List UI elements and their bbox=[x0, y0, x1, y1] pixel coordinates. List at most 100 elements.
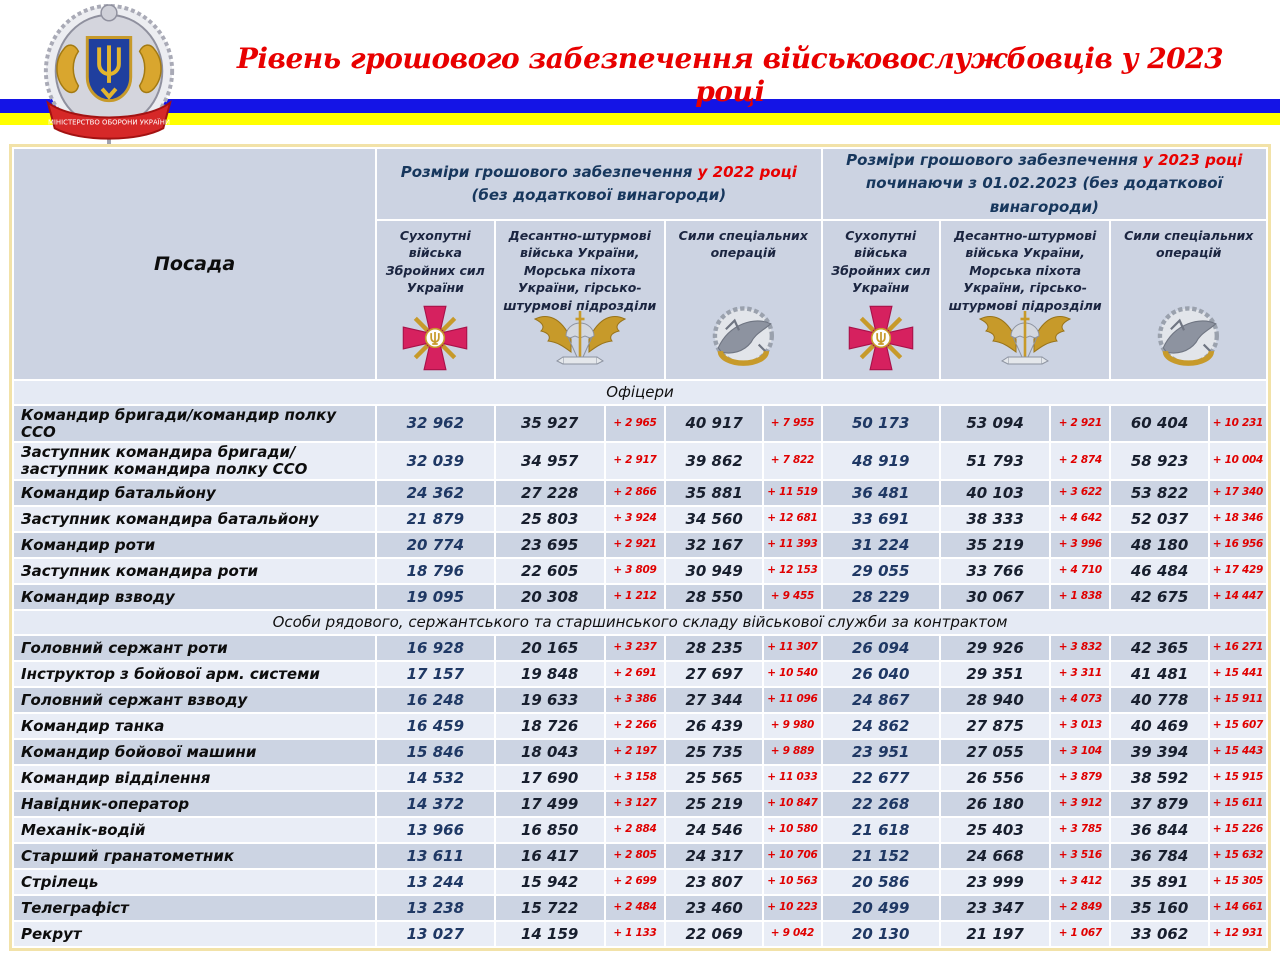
value-2023-ground: 21 618 bbox=[822, 817, 939, 842]
table-row: Командир відділення 14 532 17 690 + 3 158 25… bbox=[14, 765, 1266, 790]
value-2023-ground: 28 229 bbox=[822, 584, 939, 609]
group-header-2022: Розміри грошового забезпечення у 2022 ро… bbox=[377, 149, 821, 219]
position-cell: Командир батальйону bbox=[14, 480, 376, 505]
delta-2022-airassault: + 2 699 bbox=[605, 869, 665, 894]
branch-label: Десантно-штурмові війська України, Морсь… bbox=[503, 227, 657, 313]
group-2023-note: починаючи з 01.02.2023 (без додаткової в… bbox=[865, 174, 1223, 216]
position-cell: Заступник командира батальйону bbox=[14, 506, 376, 531]
value-2022-ground: 16 459 bbox=[377, 713, 494, 738]
group-header-row: Посада Розміри грошового забезпечення у … bbox=[14, 149, 1266, 379]
value-2022-ground: 32 962 bbox=[377, 405, 494, 442]
table-row: Телеграфіст 13 238 15 722 + 2 484 23 460 + 10… bbox=[14, 895, 1266, 920]
value-2023-airassault: 51 793 bbox=[940, 443, 1050, 479]
value-2023-sso: 53 822 bbox=[1111, 480, 1208, 505]
value-2022-ground: 13 611 bbox=[377, 843, 494, 868]
delta-2023-sso: + 15 632 bbox=[1209, 843, 1266, 868]
page-title: Рівень грошового забезпечення військовос… bbox=[236, 42, 1224, 108]
table-row: Механік-водій 13 966 16 850 + 2 884 24 546 + … bbox=[14, 817, 1266, 842]
value-2022-airassault: 20 165 bbox=[495, 635, 604, 660]
position-column-header: Посада bbox=[14, 149, 376, 379]
delta-2023-sso: + 12 931 bbox=[1209, 921, 1266, 946]
branch-header-row: Сухопутні війська Збройних сил України Д… bbox=[14, 220, 1266, 379]
section-header-row: Особи рядового, сержантського та старшин… bbox=[14, 610, 1266, 634]
value-2023-sso: 35 160 bbox=[1111, 895, 1208, 920]
delta-2023-sso: + 15 305 bbox=[1209, 869, 1266, 894]
value-2023-airassault: 40 103 bbox=[940, 480, 1050, 505]
delta-2023-airassault: + 3 785 bbox=[1051, 817, 1110, 842]
delta-2022-sso: + 9 455 bbox=[764, 584, 821, 609]
value-2023-sso: 42 675 bbox=[1111, 584, 1208, 609]
value-2023-sso: 36 784 bbox=[1111, 843, 1208, 868]
table-row: Старший гранатометник 13 611 16 417 + 2 805… bbox=[14, 843, 1266, 868]
delta-2023-airassault: + 3 879 bbox=[1051, 765, 1110, 790]
value-2022-sso: 28 550 bbox=[666, 584, 763, 609]
value-2022-ground: 14 532 bbox=[377, 765, 494, 790]
value-2023-airassault: 25 403 bbox=[940, 817, 1050, 842]
branch-header-airassault-2022: Десантно-штурмові війська України, Морсь… bbox=[495, 220, 665, 379]
value-2023-sso: 36 844 bbox=[1111, 817, 1208, 842]
delta-2023-sso: + 18 346 bbox=[1209, 506, 1266, 531]
table-row: Заступник командира бригади/ заступник к… bbox=[14, 443, 1266, 479]
delta-2023-airassault: + 1 838 bbox=[1051, 584, 1110, 609]
value-2022-sso: 25 565 bbox=[666, 765, 763, 790]
value-2023-airassault: 38 333 bbox=[940, 506, 1050, 531]
delta-2023-sso: + 17 340 bbox=[1209, 480, 1266, 505]
table-row: Командир бойової машини 15 846 18 043 + 2 1… bbox=[14, 739, 1266, 764]
value-2022-airassault: 34 957 bbox=[495, 443, 604, 479]
delta-2022-sso: + 10 706 bbox=[764, 843, 821, 868]
value-2023-sso: 35 891 bbox=[1111, 869, 1208, 894]
position-cell: Інструктор з бойової арм. системи bbox=[14, 661, 376, 686]
ministry-of-defence-emblem: МІНІСТЕРСТВО ОБОРОНИ УКРАЇНИ bbox=[30, 2, 188, 150]
section-title: Офіцери bbox=[14, 380, 1266, 404]
special-operations-badge-icon bbox=[666, 301, 821, 373]
position-cell: Старший гранатометник bbox=[14, 843, 376, 868]
value-2023-airassault: 26 556 bbox=[940, 765, 1050, 790]
delta-2022-airassault: + 2 917 bbox=[605, 443, 665, 479]
delta-2023-airassault: + 3 622 bbox=[1051, 480, 1110, 505]
delta-2023-sso: + 14 661 bbox=[1209, 895, 1266, 920]
value-2023-sso: 48 180 bbox=[1111, 532, 1208, 557]
table-row: Командир бригади/командир полку ССО 32 96… bbox=[14, 405, 1266, 442]
delta-2022-airassault: + 2 197 bbox=[605, 739, 665, 764]
delta-2022-sso: + 11 519 bbox=[764, 480, 821, 505]
value-2022-airassault: 15 722 bbox=[495, 895, 604, 920]
delta-2023-airassault: + 3 832 bbox=[1051, 635, 1110, 660]
value-2023-airassault: 26 180 bbox=[940, 791, 1050, 816]
position-cell: Головний сержант роти bbox=[14, 635, 376, 660]
value-2022-sso: 24 546 bbox=[666, 817, 763, 842]
group-header-2023: Розміри грошового забезпечення у 2023 ро… bbox=[822, 149, 1266, 219]
flag-stripes bbox=[0, 99, 1280, 125]
value-2023-airassault: 35 219 bbox=[940, 532, 1050, 557]
value-2022-ground: 16 928 bbox=[377, 635, 494, 660]
delta-2022-sso: + 11 096 bbox=[764, 687, 821, 712]
position-cell: Навідник-оператор bbox=[14, 791, 376, 816]
position-cell: Заступник командира роти bbox=[14, 558, 376, 583]
group-2022-note: (без додаткової винагороди) bbox=[471, 185, 727, 204]
value-2023-ground: 26 094 bbox=[822, 635, 939, 660]
delta-2022-airassault: + 2 921 bbox=[605, 532, 665, 557]
position-cell: Телеграфіст bbox=[14, 895, 376, 920]
value-2023-airassault: 23 999 bbox=[940, 869, 1050, 894]
branch-label: Сили спеціальних операцій bbox=[1124, 227, 1254, 261]
branch-header-ground-2023: Сухопутні війська Збройних сил України bbox=[822, 220, 939, 379]
value-2022-ground: 21 879 bbox=[377, 506, 494, 531]
delta-2023-airassault: + 2 849 bbox=[1051, 895, 1110, 920]
value-2022-airassault: 27 228 bbox=[495, 480, 604, 505]
branch-label: Сухопутні війська Збройних сил України bbox=[831, 227, 931, 296]
value-2023-sso: 40 469 bbox=[1111, 713, 1208, 738]
value-2022-airassault: 14 159 bbox=[495, 921, 604, 946]
value-2022-sso: 25 219 bbox=[666, 791, 763, 816]
value-2022-sso: 39 862 bbox=[666, 443, 763, 479]
delta-2022-sso: + 11 307 bbox=[764, 635, 821, 660]
value-2022-airassault: 35 927 bbox=[495, 405, 604, 442]
value-2023-ground: 24 867 bbox=[822, 687, 939, 712]
branch-header-ground-2022: Сухопутні війська Збройних сил України bbox=[377, 220, 494, 379]
delta-2022-sso: + 7 822 bbox=[764, 443, 821, 479]
delta-2022-sso: + 10 847 bbox=[764, 791, 821, 816]
ground-forces-cross-icon bbox=[823, 301, 939, 373]
value-2023-sso: 33 062 bbox=[1111, 921, 1208, 946]
delta-2023-airassault: + 3 412 bbox=[1051, 869, 1110, 894]
value-2022-sso: 34 560 bbox=[666, 506, 763, 531]
delta-2022-airassault: + 3 386 bbox=[605, 687, 665, 712]
value-2022-airassault: 17 690 bbox=[495, 765, 604, 790]
